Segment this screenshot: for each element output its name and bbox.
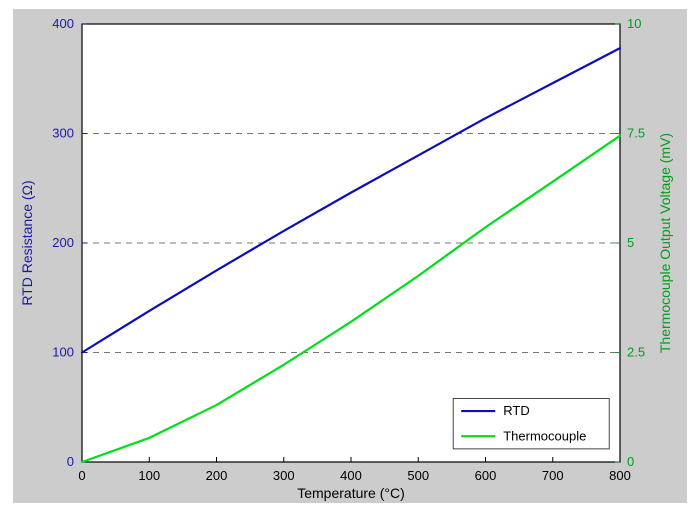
y-right-axis-label: Thermocouple Output Voltage (mV) [657,133,673,353]
x-tick-label: 0 [78,468,85,483]
x-tick-label: 800 [609,468,631,483]
y-right-tick-label: 5 [627,235,634,250]
legend-label: Thermocouple [503,428,586,443]
y-left-tick-label: 300 [52,126,74,141]
x-tick-label: 200 [206,468,228,483]
x-axis-label: Temperature (°C) [297,485,405,501]
y-right-tick-label: 10 [627,16,641,31]
y-left-tick-label: 0 [67,454,74,469]
x-tick-label: 700 [542,468,564,483]
x-tick-label: 400 [340,468,362,483]
chart-svg: 0100200300400500600700800Temperature (°C… [0,0,700,512]
y-left-tick-label: 100 [52,345,74,360]
x-tick-label: 300 [273,468,295,483]
y-left-tick-label: 400 [52,16,74,31]
x-tick-label: 500 [407,468,429,483]
y-left-axis-label: RTD Resistance (Ω) [19,180,35,305]
y-right-tick-label: 2.5 [627,345,645,360]
y-right-tick-label: 0 [627,454,634,469]
y-right-tick-label: 7.5 [627,126,645,141]
legend-label: RTD [503,403,529,418]
x-tick-label: 100 [138,468,160,483]
chart-container: { "chart": { "type": "line-dual-y", "out… [0,0,700,512]
y-left-tick-label: 200 [52,235,74,250]
x-tick-label: 600 [475,468,497,483]
